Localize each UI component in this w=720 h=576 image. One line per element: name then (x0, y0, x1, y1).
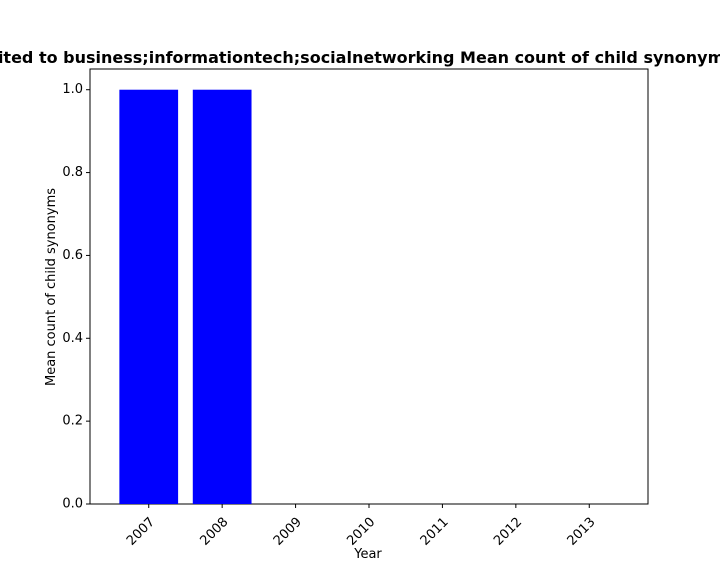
bar-2008 (192, 89, 252, 504)
x-axis-label: Year (353, 547, 382, 562)
y-tick-label-0.4: 0.4 (62, 331, 83, 346)
x-tick-label-2009: 2009 (271, 515, 305, 549)
x-tick-label-2010: 2010 (344, 515, 378, 549)
x-tick-label-2011: 2011 (418, 515, 452, 549)
y-axis-label: Mean count of child synonyms (44, 188, 59, 386)
y-tick-label-0.0: 0.0 (62, 497, 83, 512)
bar-2007 (119, 89, 179, 504)
y-tick-label-0.6: 0.6 (62, 248, 83, 263)
chart-title: Cited to business;informationtech;social… (0, 48, 720, 67)
y-tick-label-1.0: 1.0 (62, 82, 83, 97)
y-tick-label-0.8: 0.8 (62, 165, 83, 180)
plot-area: 2007 2008 2009 2010 2011 2012 2013 0.0 0.2 0.4 0.6… (62, 68, 649, 549)
x-tick-label-2007: 2007 (124, 515, 158, 549)
x-tick-label-2012: 2012 (491, 515, 525, 549)
x-tick-label-2008: 2008 (197, 515, 231, 549)
y-tick-label-0.2: 0.2 (62, 414, 83, 429)
x-tick-label-2013: 2013 (565, 515, 599, 549)
